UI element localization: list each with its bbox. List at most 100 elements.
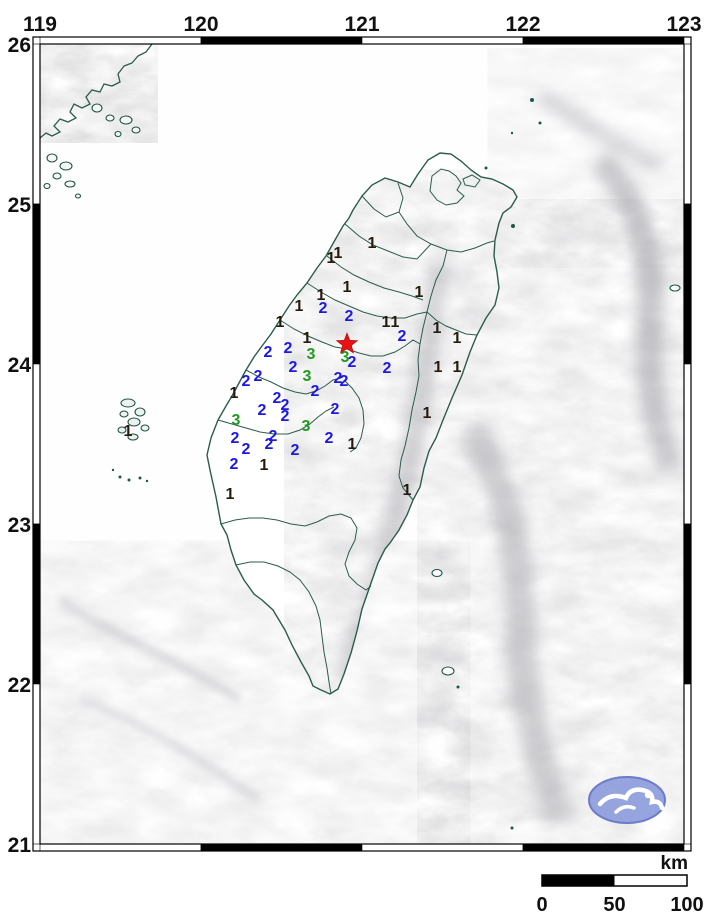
station-intensity-3: 3 <box>307 346 316 363</box>
station-intensity-1: 1 <box>415 284 424 301</box>
station-intensity-1: 1 <box>453 330 462 347</box>
penghu-islands <box>117 398 150 441</box>
station-intensity-1: 1 <box>327 250 336 267</box>
station-intensity-2: 2 <box>265 436 274 453</box>
cwb-logo <box>588 776 666 824</box>
lat-label-22: 22 <box>8 674 31 697</box>
scalebar-outline <box>541 874 688 887</box>
station-intensity-2: 2 <box>383 360 392 377</box>
lat-label-23: 23 <box>8 514 31 537</box>
frame-outer-line <box>32 36 692 852</box>
station-intensity-2: 2 <box>291 442 300 459</box>
lon-label-120: 120 <box>183 13 218 36</box>
station-intensity-1: 1 <box>226 486 235 503</box>
yonaguni-island <box>669 284 681 292</box>
station-intensity-1: 1 <box>295 298 304 315</box>
station-intensity-1: 1 <box>434 359 443 376</box>
lon-label-122: 122 <box>505 13 540 36</box>
station-intensity-1: 1 <box>230 385 239 402</box>
station-intensity-1: 1 <box>260 457 269 474</box>
lon-label-123: 123 <box>666 13 701 36</box>
station-intensity-2: 2 <box>258 402 267 419</box>
station-intensity-1: 1 <box>303 330 312 347</box>
station-intensity-2: 2 <box>289 359 298 376</box>
station-intensity-2: 2 <box>340 373 349 390</box>
scalebar-tick-100: 100 <box>670 894 703 916</box>
station-intensity-1: 1 <box>276 314 285 331</box>
station-intensity-1: 1 <box>317 287 326 304</box>
small-islets <box>111 98 542 830</box>
station-intensity-2: 2 <box>281 397 290 414</box>
station-intensity-3: 3 <box>341 349 350 366</box>
station-intensity-1: 1 <box>343 279 352 296</box>
lat-label-24: 24 <box>8 354 32 377</box>
lon-label-121: 121 <box>344 13 379 36</box>
station-intensity-1: 1 <box>433 320 442 337</box>
station-intensity-2: 2 <box>230 456 239 473</box>
station-intensity-2: 2 <box>311 383 320 400</box>
station-intensity-1: 1 <box>334 245 343 262</box>
scalebar: km 0 50 100 <box>536 853 703 916</box>
station-intensity-1: 1 <box>403 482 412 499</box>
station-intensity-2: 2 <box>281 408 290 425</box>
green-island <box>431 568 443 578</box>
okinawa-trough-shading <box>535 88 663 173</box>
lon-label-119: 119 <box>23 13 57 36</box>
station-intensity-1: 1 <box>391 314 400 331</box>
taiwan-coastline <box>206 152 518 695</box>
station-intensity-3: 3 <box>232 412 241 429</box>
scalebar-tick-labels: 0 50 100 <box>536 894 703 916</box>
station-intensity-2: 2 <box>319 300 328 317</box>
station-intensity-3: 3 <box>303 368 312 385</box>
china-coastline <box>40 44 153 139</box>
strait-canyon-shading-2 <box>78 695 263 804</box>
east-ridge-shading <box>590 150 683 474</box>
station-intensity-1: 1 <box>124 423 133 440</box>
china-offshore-islands <box>43 103 141 199</box>
scalebar-white-segment <box>614 875 687 886</box>
relief-texture <box>40 44 684 844</box>
orchid-island <box>441 666 455 676</box>
scalebar-tick-50: 50 <box>603 894 625 916</box>
lat-label-26: 26 <box>8 34 31 57</box>
cwb-logo-wave2-icon <box>614 804 636 814</box>
strait-canyon-shading-1 <box>57 595 243 705</box>
lat-label-25: 25 <box>8 194 32 217</box>
station-intensity-3: 3 <box>302 418 311 435</box>
latitude-labels: 26 25 24 23 22 21 <box>8 34 32 857</box>
county-boundaries <box>217 168 495 695</box>
cwb-logo-wave-icon <box>597 787 665 811</box>
station-intensity-2: 2 <box>345 308 354 325</box>
offshore-islands <box>111 98 681 830</box>
station-intensity-1: 1 <box>453 359 462 376</box>
station-intensity-1: 1 <box>348 436 357 453</box>
station-intensity-2: 2 <box>334 370 343 387</box>
station-intensity-2: 2 <box>284 340 293 357</box>
station-intensity-2: 2 <box>231 430 240 447</box>
frame-inner-line <box>39 43 685 845</box>
station-intensity-2: 2 <box>348 354 357 371</box>
station-intensity-1: 1 <box>368 235 377 252</box>
station-intensity-2: 2 <box>269 428 278 445</box>
station-intensity-2: 2 <box>273 390 282 407</box>
scalebar-black-segment <box>542 875 615 886</box>
lat-label-21: 21 <box>8 834 32 857</box>
station-intensity-1: 1 <box>382 314 391 331</box>
station-intensity-2: 2 <box>325 430 334 447</box>
station-intensity-1: 1 <box>423 405 432 422</box>
southwest-sea-relief <box>40 555 450 844</box>
station-intensity-2: 2 <box>264 344 273 361</box>
epicenter-star-icon <box>335 332 359 354</box>
southeast-ridge-shading <box>457 421 575 825</box>
scalebar-tick-0: 0 <box>536 894 547 916</box>
station-intensity-2: 2 <box>242 441 251 458</box>
longitude-labels: 119 120 121 122 123 <box>23 13 701 36</box>
cwb-logo-swirl-icon <box>644 791 652 799</box>
station-intensity-2: 2 <box>398 328 407 345</box>
station-intensity-2: 2 <box>242 373 251 390</box>
station-intensity-2: 2 <box>254 368 263 385</box>
station-intensity-2: 2 <box>331 401 340 418</box>
